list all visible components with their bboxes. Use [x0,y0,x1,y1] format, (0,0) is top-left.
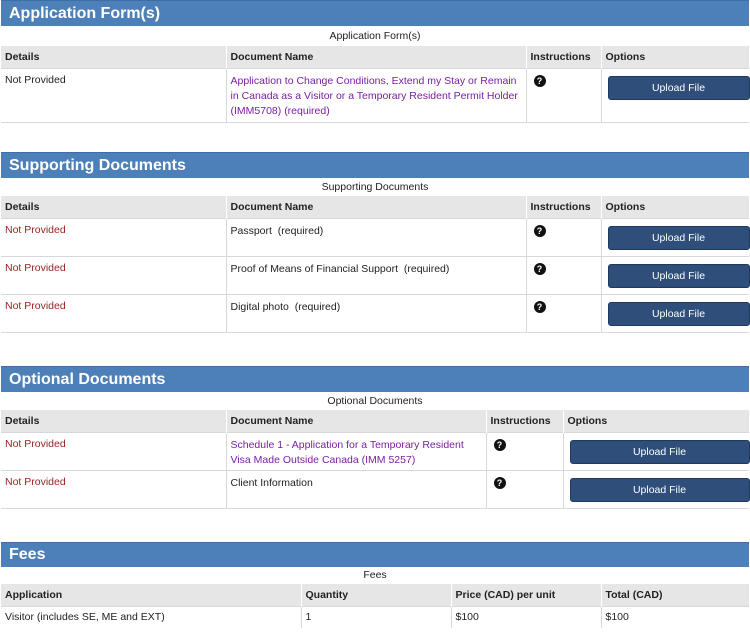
status-not-provided: Not Provided [5,437,66,450]
table-row: Not Provided Client Information ? Upload… [1,469,750,508]
supporting-documents-table: Details Document Name Instructions Optio… [1,196,750,332]
section-title: Optional Documents [9,370,166,388]
document-name: Digital photo (required) [226,293,527,332]
fee-quantity: 1 [301,605,452,628]
table-caption: Application Form(s) [329,30,421,42]
fee-application: Visitor (includes SE, ME and EXT) [1,605,302,628]
col-document-name: Document Name [226,410,487,432]
help-icon[interactable]: ? [533,224,546,237]
table-row: Not Provided Passport (required) ? Uploa… [1,217,750,256]
document-name: Client Information [226,469,487,508]
upload-file-button[interactable]: Upload File [607,225,750,250]
table-row: Not Provided Digital photo (required) ? … [1,293,750,332]
help-icon[interactable]: ? [533,74,546,87]
col-document-name: Document Name [226,46,527,68]
upload-file-button[interactable]: Upload File [569,439,750,464]
status-not-provided: Not Provided [5,73,66,86]
col-instructions: Instructions [486,410,564,432]
col-details: Details [1,196,227,218]
table-row: Not Provided Proof of Means of Financial… [1,255,750,294]
col-options: Options [563,410,749,432]
section-title: Application Form(s) [9,4,161,22]
table-row: Not Provided Schedule 1 - Application fo… [1,431,750,470]
application-forms-table: Details Document Name Instructions Optio… [1,46,750,122]
col-application: Application [1,584,302,606]
table-row: Not Provided Application to Change Condi… [1,67,750,122]
section-title: Fees [9,546,46,563]
table-caption: Fees [363,569,387,581]
col-details: Details [1,410,227,432]
help-icon[interactable]: ? [493,438,506,451]
upload-file-button[interactable]: Upload File [607,301,750,326]
fee-total: $100 [601,605,749,628]
help-icon[interactable]: ? [533,262,546,275]
table-caption: Optional Documents [327,395,423,407]
table-row: Visitor (includes SE, ME and EXT) 1 $100… [1,605,749,628]
section-spacer [1,332,749,366]
section-spacer [1,508,749,542]
col-options: Options [601,46,749,68]
supporting-documents-header: Supporting Documents [1,152,749,178]
col-document-name: Document Name [226,196,527,218]
status-not-provided: Not Provided [5,261,66,274]
col-instructions: Instructions [526,46,602,68]
optional-documents-table: Details Document Name Instructions Optio… [1,410,750,508]
document-name: Passport (required) [226,217,527,256]
document-link-imm5708[interactable]: Application to Change Conditions, Extend… [230,74,518,117]
table-caption: Supporting Documents [321,181,429,193]
fee-price: $100 [451,605,602,628]
col-total: Total (CAD) [601,584,749,606]
section-title: Supporting Documents [9,156,186,174]
col-options: Options [601,196,749,218]
upload-file-button[interactable]: Upload File [607,75,750,100]
status-not-provided: Not Provided [5,223,66,236]
help-icon[interactable]: ? [493,476,506,489]
optional-documents-header: Optional Documents [1,366,749,392]
help-icon[interactable]: ? [533,300,546,313]
application-forms-header: Application Form(s) [1,0,749,26]
fees-table: Application Quantity Price (CAD) per uni… [1,584,749,628]
upload-file-button[interactable]: Upload File [569,477,750,502]
document-name: Proof of Means of Financial Support (req… [226,255,527,294]
status-not-provided: Not Provided [5,299,66,312]
col-instructions: Instructions [526,196,602,218]
col-price: Price (CAD) per unit [451,584,602,606]
document-link-imm5257[interactable]: Schedule 1 - Application for a Temporary… [230,438,464,466]
fees-header: Fees [1,542,749,567]
upload-file-button[interactable]: Upload File [607,263,750,288]
section-spacer [1,122,749,152]
col-quantity: Quantity [301,584,452,606]
status-not-provided: Not Provided [5,475,66,488]
col-details: Details [1,46,227,68]
